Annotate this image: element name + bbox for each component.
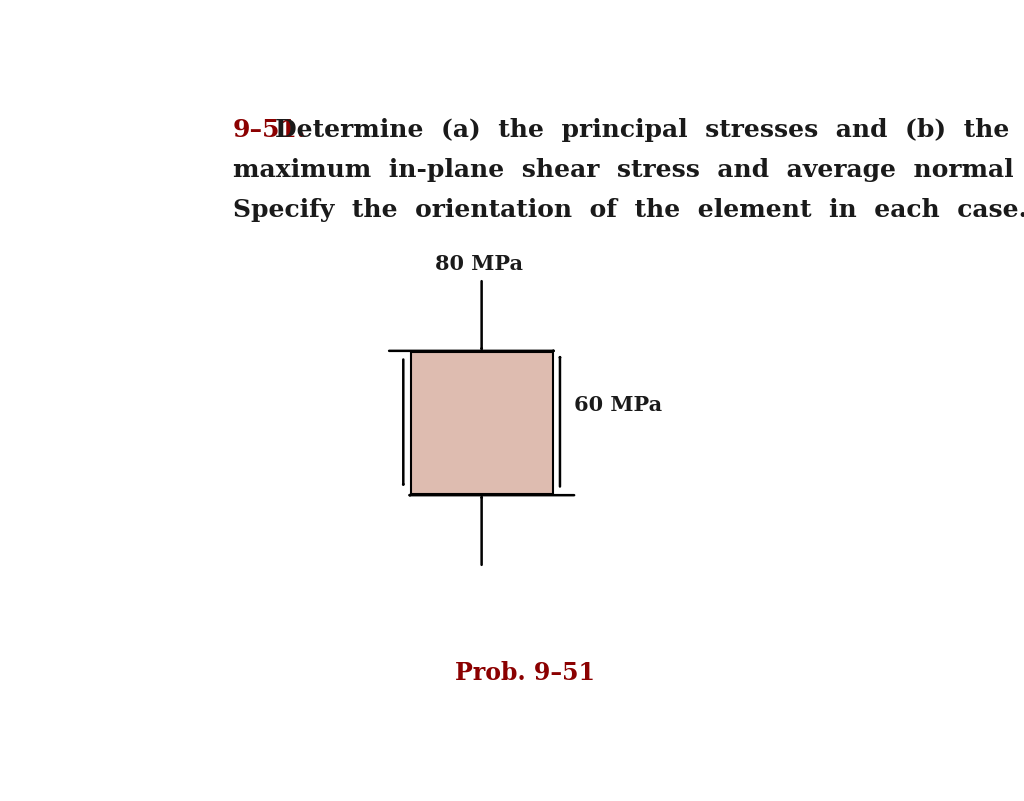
Text: Prob. 9–51: Prob. 9–51 [455,661,595,685]
Bar [411,352,553,494]
Text: maximum  in-plane  shear  stress  and  average  normal  stress.: maximum in-plane shear stress and averag… [233,158,1024,182]
Text: Determine  (a)  the  principal  stresses  and  (b)  the: Determine (a) the principal stresses and… [275,118,1010,142]
Text: 60 MPa: 60 MPa [573,395,662,414]
Text: Specify  the  orientation  of  the  element  in  each  case.: Specify the orientation of the element i… [233,198,1024,222]
Text: 80 MPa: 80 MPa [434,254,522,274]
Text: 9–51.: 9–51. [233,118,306,142]
